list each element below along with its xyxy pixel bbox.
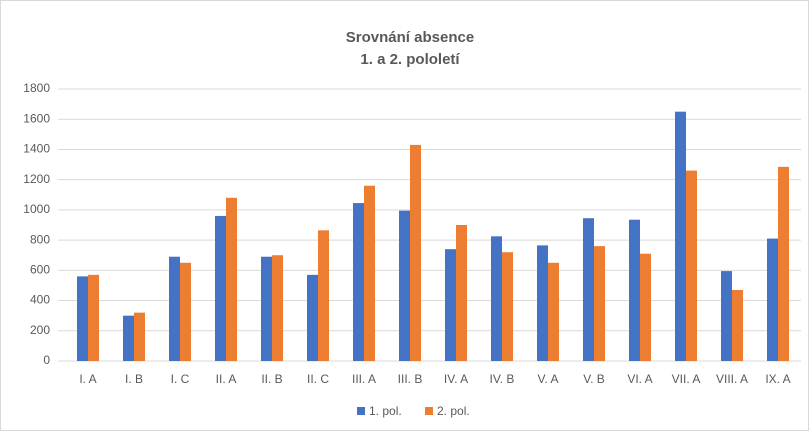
y-tick-label: 1000 bbox=[23, 202, 50, 216]
x-tick-label: II. A bbox=[216, 372, 237, 386]
bar bbox=[215, 215, 226, 361]
chart-subtitle: 1. a 2. pololetí bbox=[360, 51, 460, 68]
bar bbox=[180, 262, 191, 361]
x-tick-label: V. B bbox=[583, 372, 605, 386]
bar bbox=[548, 262, 559, 361]
y-tick-label: 200 bbox=[30, 323, 50, 337]
x-tick-label: VII. A bbox=[672, 372, 701, 386]
bar bbox=[767, 238, 778, 361]
bar bbox=[399, 210, 410, 361]
bar bbox=[261, 256, 272, 361]
y-tick-label: 600 bbox=[30, 263, 50, 277]
legend-swatch bbox=[425, 407, 433, 415]
bar bbox=[778, 166, 789, 361]
bar bbox=[686, 170, 697, 361]
chart-title: Srovnání absence bbox=[346, 29, 474, 46]
x-tick-label: III. B bbox=[398, 372, 423, 386]
x-tick-label: III. A bbox=[352, 372, 376, 386]
bar bbox=[629, 219, 640, 361]
x-tick-label: VIII. A bbox=[716, 372, 748, 386]
bar bbox=[134, 312, 145, 361]
bar bbox=[732, 289, 743, 361]
bar bbox=[169, 256, 180, 361]
bar bbox=[88, 274, 99, 361]
y-tick-label: 1600 bbox=[23, 111, 50, 125]
bar bbox=[456, 225, 467, 361]
x-tick-label: IV. B bbox=[490, 372, 515, 386]
x-tick-label: IX. A bbox=[765, 372, 790, 386]
bar bbox=[537, 245, 548, 361]
legend-swatch bbox=[357, 407, 365, 415]
bar bbox=[640, 253, 651, 361]
y-tick-label: 0 bbox=[43, 353, 50, 367]
x-tick-label: II. C bbox=[307, 372, 329, 386]
x-tick-label: II. B bbox=[261, 372, 282, 386]
bar bbox=[445, 249, 456, 361]
bar bbox=[364, 185, 375, 361]
x-tick-label: IV. A bbox=[444, 372, 468, 386]
bar bbox=[721, 271, 732, 361]
y-tick-label: 400 bbox=[30, 293, 50, 307]
bar bbox=[272, 255, 283, 361]
bar bbox=[491, 236, 502, 361]
y-tick-label: 1400 bbox=[23, 142, 50, 156]
bar bbox=[594, 246, 605, 361]
bar bbox=[502, 252, 513, 361]
bar bbox=[675, 111, 686, 362]
y-tick-label: 1200 bbox=[23, 172, 50, 186]
bar bbox=[307, 274, 318, 361]
bar bbox=[353, 203, 364, 361]
x-tick-label: I. C bbox=[171, 372, 190, 386]
y-tick-label: 800 bbox=[30, 232, 50, 246]
bar bbox=[77, 276, 88, 361]
x-tick-label: VI. A bbox=[627, 372, 652, 386]
legend-label: 2. pol. bbox=[437, 404, 470, 418]
x-tick-label: I. A bbox=[79, 372, 96, 386]
bar bbox=[123, 315, 134, 361]
x-tick-label: I. B bbox=[125, 372, 143, 386]
bar bbox=[318, 230, 329, 361]
legend-label: 1. pol. bbox=[369, 404, 402, 418]
y-tick-label: 1800 bbox=[23, 81, 50, 95]
bar bbox=[410, 144, 421, 361]
x-tick-label: V. A bbox=[538, 372, 559, 386]
bar bbox=[226, 197, 237, 361]
bar bbox=[583, 218, 594, 361]
